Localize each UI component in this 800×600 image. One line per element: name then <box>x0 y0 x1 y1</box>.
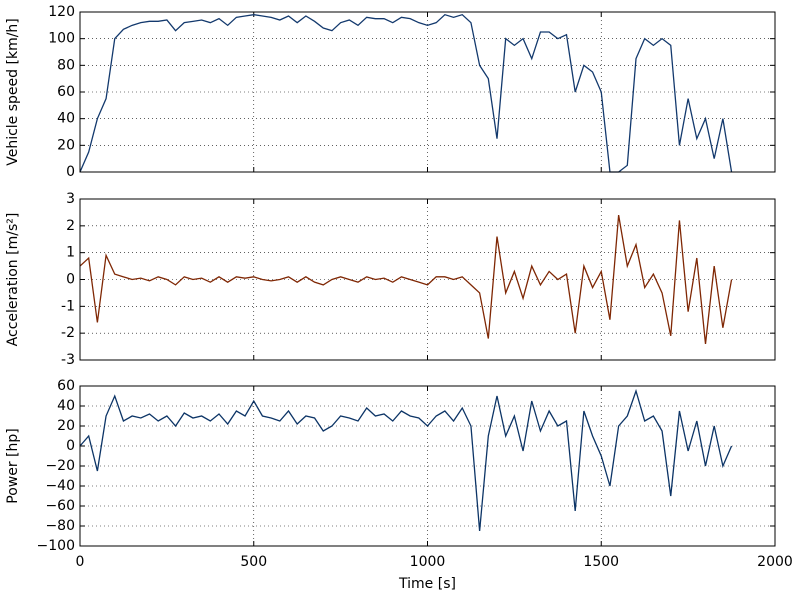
plot-frame <box>79 385 776 547</box>
x-axis-label: Time [s] <box>398 576 456 592</box>
y-tick-label: 2 <box>66 218 75 234</box>
y-tick-label: 0 <box>66 272 75 288</box>
x-tick-label: 0 <box>76 554 85 570</box>
x-tick-label: 1500 <box>583 554 619 570</box>
y-tick-label: 1 <box>66 245 75 261</box>
plot-frame <box>79 198 776 361</box>
y-tick-label: −100 <box>37 538 75 554</box>
y-tick-label: 40 <box>57 111 75 127</box>
y-tick-label: 20 <box>57 137 75 153</box>
y-tick-label: -1 <box>61 298 75 314</box>
y-tick-label: −60 <box>45 498 75 514</box>
plot-frame <box>79 11 776 173</box>
y-tick-label: -3 <box>61 352 75 368</box>
x-tick-label: 2000 <box>757 554 793 570</box>
y-tick-label: −80 <box>45 518 75 534</box>
y-tick-label: 40 <box>57 398 75 414</box>
y-tick-label: 120 <box>48 4 75 20</box>
y-tick-label: 3 <box>66 191 75 207</box>
y-axis-label: Acceleration [m/s²] <box>5 213 21 347</box>
y-axis-label: Vehicle speed [km/h] <box>5 18 21 166</box>
y-tick-label: 60 <box>57 378 75 394</box>
y-tick-label: 20 <box>57 418 75 434</box>
y-tick-label: 60 <box>57 84 75 100</box>
x-tick-label: 1000 <box>410 554 446 570</box>
y-tick-label: 100 <box>48 31 75 47</box>
data-line <box>79 214 733 344</box>
y-tick-label: 80 <box>57 57 75 73</box>
y-axis-label: Power [hp] <box>5 428 21 503</box>
y-tick-label: -2 <box>61 325 75 341</box>
data-line <box>79 13 733 173</box>
x-tick-label: 500 <box>240 554 267 570</box>
y-tick-label: −20 <box>45 458 75 474</box>
data-line <box>79 388 733 532</box>
y-tick-label: 0 <box>66 164 75 180</box>
y-tick-label: 0 <box>66 438 75 454</box>
y-tick-label: −40 <box>45 478 75 494</box>
